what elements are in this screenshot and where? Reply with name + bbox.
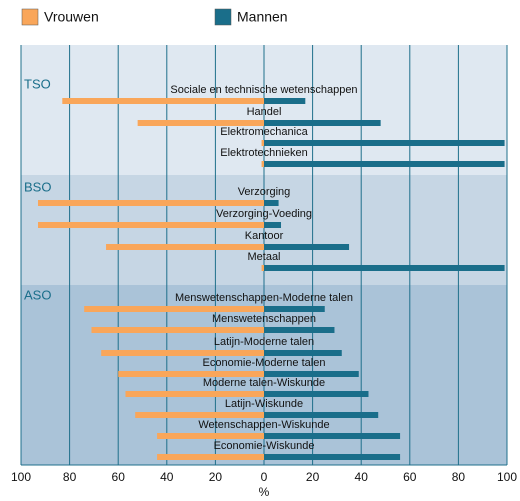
category-label: Menswetenschappen xyxy=(212,313,316,325)
bar xyxy=(264,200,279,206)
category-label: Kantoor xyxy=(245,230,284,242)
section-label: TSO xyxy=(24,76,51,91)
section-label: ASO xyxy=(24,287,51,302)
bar xyxy=(135,412,264,418)
x-tick-label: 0 xyxy=(261,470,268,484)
x-tick-label: 60 xyxy=(112,470,126,484)
bar xyxy=(101,350,264,356)
x-tick-label: 60 xyxy=(403,470,417,484)
bar xyxy=(118,371,264,377)
bar xyxy=(264,412,379,418)
bar xyxy=(157,433,264,439)
bar xyxy=(264,98,306,104)
legend-label: Mannen xyxy=(237,9,288,25)
bar xyxy=(264,140,505,146)
category-label: Handel xyxy=(247,106,282,118)
legend-swatch xyxy=(21,8,39,26)
bar xyxy=(38,200,265,206)
category-label: Wetenschappen-Wiskunde xyxy=(198,419,329,431)
bar xyxy=(62,98,265,104)
category-label: Verzorging-Voeding xyxy=(216,208,312,220)
bar xyxy=(125,391,265,397)
bar xyxy=(264,454,401,460)
bar xyxy=(261,140,264,146)
category-label: Metaal xyxy=(247,251,280,263)
x-axis-label: % xyxy=(259,485,270,499)
bar xyxy=(264,161,505,167)
bar xyxy=(106,244,264,250)
bar xyxy=(264,327,335,333)
x-tick-label: 100 xyxy=(11,470,31,484)
category-label: Moderne talen-Wiskunde xyxy=(203,377,325,389)
category-label: Elektromechanica xyxy=(220,126,308,138)
bar xyxy=(264,391,369,397)
category-label: Verzorging xyxy=(238,186,291,198)
legend-label: Vrouwen xyxy=(44,9,99,25)
bar xyxy=(264,433,401,439)
category-label: Elektrotechnieken xyxy=(220,147,307,159)
category-label: Sociale en technische wetenschappen xyxy=(170,84,357,96)
bar xyxy=(137,120,264,126)
bar xyxy=(264,222,282,228)
section-label: BSO xyxy=(24,179,51,194)
category-label: Economie-Wiskunde xyxy=(214,440,315,452)
category-label: Latijn-Moderne talen xyxy=(214,336,314,348)
bar xyxy=(91,327,264,333)
bar xyxy=(264,265,505,271)
bar xyxy=(264,306,325,312)
bar xyxy=(264,371,359,377)
legend-swatch xyxy=(214,8,232,26)
bar xyxy=(264,350,342,356)
bar xyxy=(261,161,264,167)
bar xyxy=(264,244,350,250)
x-tick-label: 100 xyxy=(497,470,517,484)
bar xyxy=(38,222,265,228)
x-tick-label: 40 xyxy=(355,470,369,484)
category-label: Economie-Moderne talen xyxy=(203,357,326,369)
x-tick-label: 20 xyxy=(306,470,320,484)
x-tick-label: 40 xyxy=(160,470,174,484)
category-label: Latijn-Wiskunde xyxy=(225,398,303,410)
x-tick-label: 80 xyxy=(63,470,77,484)
bar xyxy=(261,265,264,271)
bar xyxy=(157,454,264,460)
bar xyxy=(84,306,265,312)
x-tick-label: 80 xyxy=(452,470,466,484)
category-label: Menswetenschappen-Moderne talen xyxy=(175,292,353,304)
bar xyxy=(264,120,381,126)
x-tick-label: 20 xyxy=(209,470,223,484)
